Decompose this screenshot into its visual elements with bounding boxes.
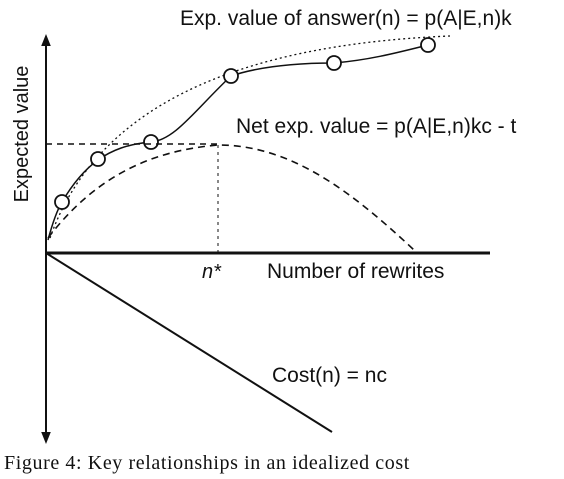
cost-curve-label: Cost(n) = nc [272,364,387,387]
answer-curve-label: Exp. value of answer(n) = p(A|E,n)k [180,7,512,30]
y-axis-label: Expected value [11,66,33,203]
answer-data-point [223,68,239,84]
answer-data-point [326,55,342,71]
answer-data-point [420,37,436,53]
answer-envelope-dotted-curve [49,35,451,239]
net-value-curve [47,144,415,251]
answer-data-point [90,151,106,167]
net-curve-label: Net exp. value = p(A|E,n)kc - t [236,115,516,138]
answer-data-point [54,194,70,210]
answer-data-point [143,134,159,150]
x-axis-label: Number of rewrites [267,260,444,283]
cost-line [45,252,333,433]
n-star-label: n* [202,261,222,283]
figure-caption: Figure 4: Key relationships in an ideali… [4,452,410,474]
